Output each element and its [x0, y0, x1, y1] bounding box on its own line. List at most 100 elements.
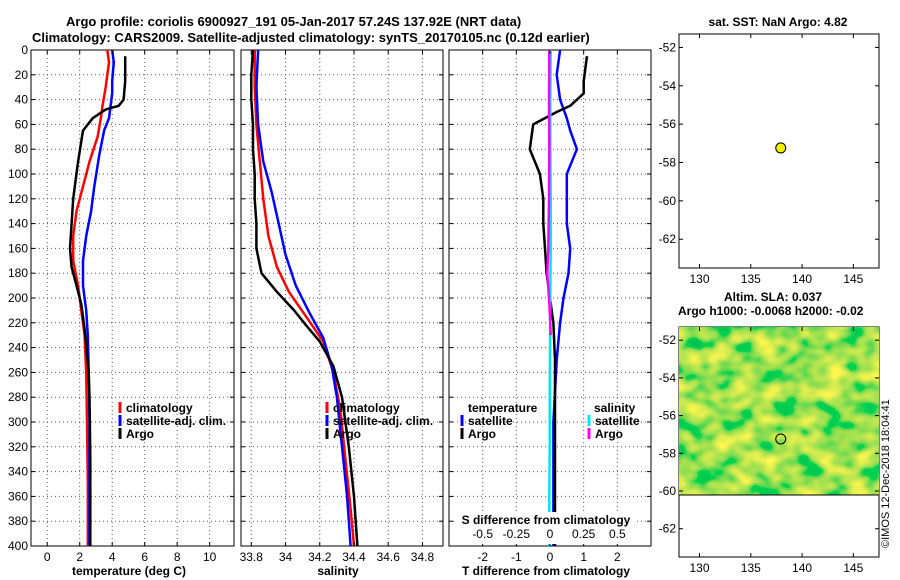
y-tick-label: 140 — [8, 217, 28, 231]
difference-s-ticks: -0.5 -0.25 0 0.25 0.5 — [472, 527, 626, 541]
legend-label-argo: Argo — [333, 427, 361, 441]
x-tick-label: 0 — [44, 550, 51, 564]
x-tick-label: -1 — [511, 550, 522, 564]
y-tick-label: 60 — [15, 117, 29, 131]
temperature-ticks: 0 2 4 6 8 10020406080100120140160180200220240… — [8, 43, 234, 564]
y-tick-label: 400 — [8, 539, 28, 553]
legend-header-salinity: salinity — [594, 401, 636, 415]
y-tick-label: -58 — [659, 156, 677, 170]
x-tick-label: 140 — [792, 272, 812, 286]
legend-label-argo: Argo — [126, 427, 154, 441]
salinity-ticks: 33.8 34 34.2 34.4 34.6 34.8 — [240, 49, 443, 564]
y-tick-label: 260 — [8, 365, 28, 379]
temperature-x-label: temperature (deg C) — [72, 564, 186, 578]
temperature-profile-panel: 0 2 4 6 8 10020406080100120140160180200220240… — [8, 43, 235, 578]
legend-label-s-satellite: satellite — [595, 414, 640, 428]
x-tick-label: 140 — [792, 561, 812, 575]
y-tick-label: 160 — [8, 241, 28, 255]
sst-map-panel: sat. SST: NaN Argo: 4.82 130 135 140 145 -52… — [659, 15, 880, 286]
s-tick-label: -0.25 — [503, 527, 531, 541]
y-tick-label: 360 — [8, 489, 28, 503]
y-tick-label: -54 — [659, 371, 677, 385]
x-tick-label: 34 — [279, 550, 293, 564]
argo-location-marker — [775, 433, 787, 445]
y-tick-label: 280 — [8, 390, 28, 404]
y-tick-label: 380 — [8, 514, 28, 528]
x-tick-label: 2 — [614, 550, 621, 564]
salinity-x-label: salinity — [317, 564, 359, 578]
sst-map-marks — [775, 142, 787, 154]
series-line-s-argo — [546, 50, 552, 336]
y-tick-label: 340 — [8, 465, 28, 479]
y-tick-label: -56 — [659, 409, 677, 423]
x-tick-label: 4 — [109, 550, 116, 564]
y-tick-label: 200 — [8, 291, 28, 305]
y-tick-label: 220 — [8, 316, 28, 330]
y-tick-label: -60 — [659, 194, 677, 208]
difference-x2-label: S difference from climatology — [462, 513, 631, 527]
sst-map-title: sat. SST: NaN Argo: 4.82 — [709, 15, 848, 29]
legend-label-s-argo: Argo — [595, 427, 623, 441]
s-tick-label: 0.25 — [572, 527, 596, 541]
series-line-argo — [250, 50, 359, 546]
series-line-climatology — [71, 50, 111, 546]
x-tick-label: 145 — [843, 561, 863, 575]
x-tick-label: 6 — [141, 550, 148, 564]
altimetry-map-panel: Altim. SLA: 0.037 Argo h1000: -0.0068 h2… — [659, 290, 880, 575]
salinity-series — [250, 50, 359, 546]
y-tick-label: 0 — [21, 43, 28, 57]
legend-label-satellite: satellite-adj. clim. — [126, 414, 226, 428]
s-tick-label: -0.5 — [472, 527, 493, 541]
y-tick-label: 240 — [8, 341, 28, 355]
temperature-series — [68, 50, 127, 546]
altimetry-map-marks — [775, 433, 787, 445]
difference-legend: temperature salinity satellite Argo sate… — [460, 401, 640, 441]
y-tick-label: -52 — [659, 333, 677, 347]
x-tick-label: -2 — [477, 550, 488, 564]
legend-label-t-argo: Argo — [468, 427, 496, 441]
y-tick-label: 180 — [8, 266, 28, 280]
legend-label-t-satellite: satellite — [468, 414, 513, 428]
s-axis-label-backdrop — [455, 512, 637, 544]
s-tick-label: 0 — [547, 527, 554, 541]
y-tick-label: 120 — [8, 192, 28, 206]
y-tick-label: -58 — [659, 446, 677, 460]
x-tick-label: 34.2 — [308, 550, 332, 564]
legend-label-climatology: climatology — [333, 401, 400, 415]
x-tick-label: 130 — [689, 272, 709, 286]
salinity-profile-panel: 33.8 34 34.2 34.4 34.6 34.8 salinity climatol… — [240, 49, 444, 578]
y-tick-label: 40 — [15, 93, 29, 107]
sst-map-ticks: 130 135 140 145 -52 -54 -56 -58 -60 -62 — [659, 34, 879, 286]
x-tick-label: 0 — [547, 550, 554, 564]
figure-title-line1: Argo profile: coriolis 6900927_191 05-Ja… — [66, 14, 521, 29]
legend-label-climatology: climatology — [126, 401, 193, 415]
x-tick-label: 2 — [76, 550, 83, 564]
x-tick-label: 1 — [580, 550, 587, 564]
imos-watermark: ©IMOS 12-Dec-2018 18:04:41 — [880, 399, 892, 548]
y-tick-label: -60 — [659, 484, 677, 498]
altimetry-map-title: Altim. SLA: 0.037 — [724, 290, 822, 304]
x-tick-label: 34.4 — [342, 550, 366, 564]
x-tick-label: 145 — [843, 272, 863, 286]
figure-title-line2: Climatology: CARS2009. Satellite-adjuste… — [32, 30, 590, 45]
x-tick-label: 135 — [741, 561, 761, 575]
difference-ticks: -2 -1 0 1 2 — [449, 49, 651, 564]
altimetry-map-ticks: 130 135 140 145 -52 -54 -56 -58 -60 -62 — [659, 327, 879, 575]
series-line-t-argo — [528, 56, 589, 546]
x-tick-label: 34.6 — [377, 550, 401, 564]
x-tick-label: 135 — [741, 272, 761, 286]
temperature-legend: climatology satellite-adj. clim. Argo — [118, 401, 226, 441]
series-line-satellite-adj-clim- — [255, 50, 352, 546]
s-tick-label: 0.5 — [609, 527, 626, 541]
legend-label-satellite: satellite-adj. clim. — [333, 414, 433, 428]
y-tick-label: -54 — [659, 79, 677, 93]
difference-x-label: T difference from climatology — [462, 564, 630, 578]
y-tick-label: -62 — [659, 232, 677, 246]
series-line-climatology — [253, 50, 356, 546]
y-tick-label: -52 — [659, 40, 677, 54]
altimetry-map-subtitle: Argo h1000: -0.0068 h2000: -0.02 — [678, 304, 864, 318]
x-tick-label: 34.8 — [411, 550, 435, 564]
y-tick-label: 20 — [15, 68, 29, 82]
y-tick-label: 80 — [15, 142, 29, 156]
